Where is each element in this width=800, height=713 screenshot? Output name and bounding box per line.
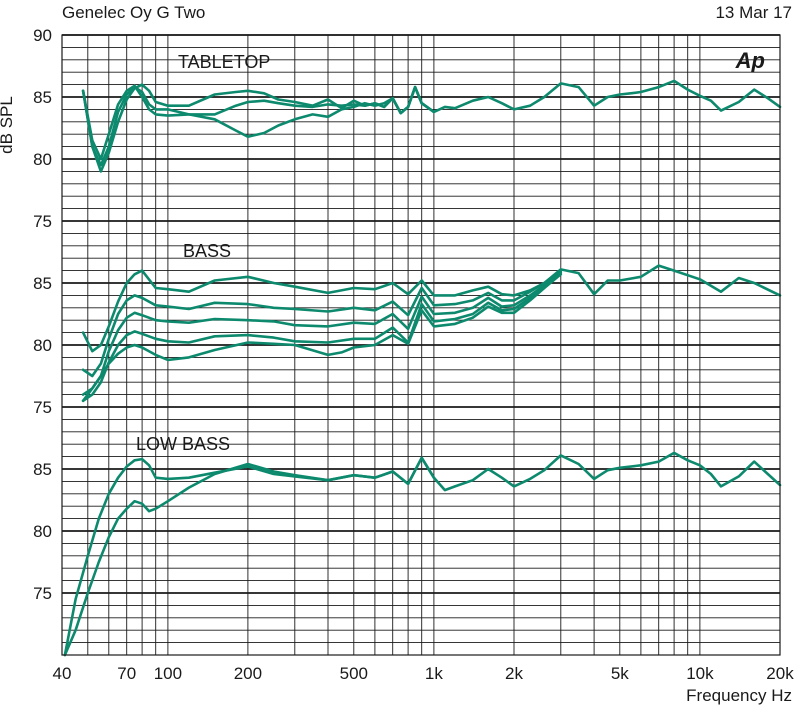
response-curve: [81, 264, 782, 353]
x-tick-label: 1k: [425, 664, 443, 683]
response-curve: [81, 84, 436, 161]
response-curve: [63, 456, 436, 657]
x-tick-label: 40: [53, 664, 72, 683]
y-tick-label: 85: [33, 88, 52, 107]
audio-precision-logo: Ap: [735, 48, 765, 73]
x-tick-label: 500: [340, 664, 368, 683]
response-curve: [81, 269, 563, 378]
plot-frame: [61, 34, 781, 656]
response-curve: [81, 79, 782, 173]
chart-series: [63, 79, 782, 657]
chart-title: Genelec Oy G Two: [62, 3, 206, 22]
response-curve: [63, 451, 782, 657]
response-curve: [81, 271, 563, 403]
y-tick-label: 80: [33, 150, 52, 169]
x-tick-label: 5k: [611, 664, 629, 683]
x-tick-label: 200: [234, 664, 262, 683]
x-tick-label: 10k: [686, 664, 714, 683]
y-tick-label: 85: [33, 274, 52, 293]
panel-label: BASS: [183, 241, 231, 261]
chart-labels: 75 80 85 90 75 80 85 75 80 85 TABLETOP BASS LOW BASS…: [33, 26, 794, 683]
x-tick-label: 2k: [505, 664, 523, 683]
y-tick-label: 75: [33, 212, 52, 231]
y-tick-label: 75: [33, 584, 52, 603]
panel-label: LOW BASS: [136, 434, 230, 454]
y-tick-label: 90: [33, 26, 52, 45]
y-tick-label: 75: [33, 398, 52, 417]
y-tick-label: 85: [33, 460, 52, 479]
response-curve: [81, 270, 563, 396]
measurement-date: 13 Mar 17: [715, 3, 792, 22]
x-tick-label: 100: [154, 664, 182, 683]
chart-grid: [62, 34, 780, 655]
y-axis-label: dB SPL: [0, 96, 16, 154]
x-tick-label: 20k: [766, 664, 794, 683]
panel-label: TABLETOP: [178, 52, 270, 72]
x-axis-label: Frequency Hz: [686, 686, 792, 705]
response-curve: [81, 85, 436, 167]
response-curve: [81, 273, 563, 403]
y-tick-label: 80: [33, 522, 52, 541]
y-tick-label: 80: [33, 336, 52, 355]
x-tick-label: 70: [117, 664, 136, 683]
